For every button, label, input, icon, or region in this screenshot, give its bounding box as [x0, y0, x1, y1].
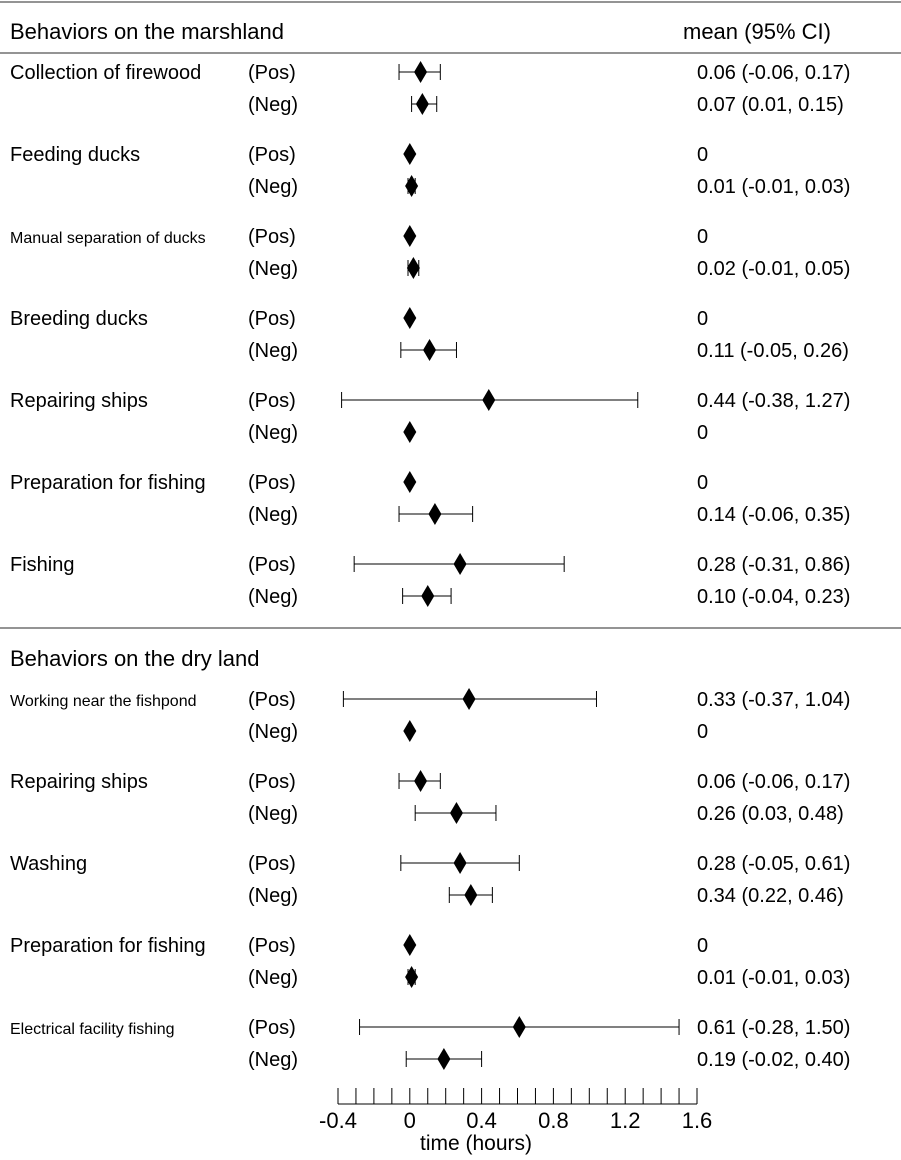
mean-marker — [403, 720, 417, 742]
behavior-label: Collection of firewood — [10, 62, 201, 84]
section-title-dry-land: Behaviors on the dry land — [10, 646, 260, 671]
group-label: (Neg) — [248, 94, 298, 116]
estimate-label: 0.44 (-0.38, 1.27) — [697, 390, 850, 412]
behavior-label: Preparation for fishing — [10, 935, 206, 957]
mean-marker — [421, 585, 435, 607]
plot-rows: Collection of firewood (Pos) 0.06 (-0.06, … — [10, 61, 850, 1071]
mean-marker — [403, 471, 417, 493]
behavior-label: Electrical facility fishing — [10, 1021, 175, 1038]
estimate-label: 0.34 (0.22, 0.46) — [697, 885, 844, 907]
tick-label: 0.8 — [538, 1108, 569, 1133]
group-label: (Pos) — [248, 853, 296, 875]
estimate-label: 0.06 (-0.06, 0.17) — [697, 771, 850, 793]
mean-marker — [453, 553, 467, 575]
group-label: (Neg) — [248, 1049, 298, 1071]
mean-marker — [403, 421, 417, 443]
x-axis-title: time (hours) — [420, 1132, 532, 1155]
section-title-marshland: Behaviors on the marshland — [10, 19, 284, 44]
group-label: (Pos) — [248, 1017, 296, 1039]
estimate-label: 0.10 (-0.04, 0.23) — [697, 586, 850, 608]
mean-marker — [423, 339, 437, 361]
estimate-label: 0 — [697, 226, 708, 248]
estimate-label: 0.33 (-0.37, 1.04) — [697, 689, 850, 711]
group-label: (Pos) — [248, 554, 296, 576]
mean-marker — [406, 257, 420, 279]
estimate-label: 0 — [697, 422, 708, 444]
behavior-label: Washing — [10, 853, 87, 875]
mean-marker — [453, 852, 467, 874]
mean-marker — [464, 884, 478, 906]
estimate-label: 0.28 (-0.05, 0.61) — [697, 853, 850, 875]
behavior-label: Breeding ducks — [10, 308, 148, 330]
mean-marker — [403, 143, 417, 165]
tick-label: 1.6 — [682, 1108, 713, 1133]
estimate-label: 0 — [697, 144, 708, 166]
mean-marker — [405, 175, 419, 197]
group-label: (Pos) — [248, 308, 296, 330]
mean-marker — [462, 688, 476, 710]
group-label: (Neg) — [248, 504, 298, 526]
estimate-label: 0.28 (-0.31, 0.86) — [697, 554, 850, 576]
group-label: (Pos) — [248, 226, 296, 248]
group-label: (Pos) — [248, 62, 296, 84]
estimate-label: 0.19 (-0.02, 0.40) — [697, 1049, 850, 1071]
mean-marker — [403, 307, 417, 329]
group-label: (Neg) — [248, 721, 298, 743]
mean-marker — [428, 503, 442, 525]
group-label: (Pos) — [248, 144, 296, 166]
behavior-label: Manual separation of ducks — [10, 230, 206, 247]
estimate-label: 0.07 (0.01, 0.15) — [697, 94, 844, 116]
group-label: (Neg) — [248, 176, 298, 198]
behavior-label: Fishing — [10, 554, 74, 576]
group-label: (Neg) — [248, 885, 298, 907]
mean-marker — [414, 770, 428, 792]
group-label: (Neg) — [248, 586, 298, 608]
group-label: (Neg) — [248, 258, 298, 280]
behavior-label: Feeding ducks — [10, 144, 140, 166]
estimate-label: 0.01 (-0.01, 0.03) — [697, 176, 850, 198]
estimate-label: 0 — [697, 935, 708, 957]
mean-marker — [512, 1016, 526, 1038]
mean-marker — [403, 225, 417, 247]
mean-marker — [415, 93, 429, 115]
tick-label: 0 — [404, 1108, 416, 1133]
estimate-label: 0.06 (-0.06, 0.17) — [697, 62, 850, 84]
mean-marker — [403, 934, 417, 956]
estimate-label: 0.11 (-0.05, 0.26) — [697, 340, 849, 362]
x-axis: -0.4 0 0.4 0.8 1.2 1.6 — [319, 1088, 712, 1133]
mean-marker — [405, 966, 419, 988]
tick-label: 1.2 — [610, 1108, 641, 1133]
group-label: (Pos) — [248, 472, 296, 494]
group-label: (Pos) — [248, 689, 296, 711]
group-label: (Neg) — [248, 967, 298, 989]
estimate-label: 0 — [697, 308, 708, 330]
mean-marker — [482, 389, 496, 411]
behavior-label: Preparation for fishing — [10, 472, 206, 494]
group-label: (Neg) — [248, 340, 298, 362]
estimate-label: 0 — [697, 721, 708, 743]
behavior-label: Repairing ships — [10, 390, 148, 412]
mean-marker — [414, 61, 428, 83]
estimate-label: 0 — [697, 472, 708, 494]
mean-marker — [437, 1048, 451, 1070]
tick-label: 0.4 — [466, 1108, 497, 1133]
group-label: (Neg) — [248, 803, 298, 825]
behavior-label: Working near the fishpond — [10, 693, 196, 710]
estimate-label: 0.01 (-0.01, 0.03) — [697, 967, 850, 989]
column-header-estimate: mean (95% CI) — [683, 19, 831, 44]
group-label: (Neg) — [248, 422, 298, 444]
group-label: (Pos) — [248, 390, 296, 412]
group-label: (Pos) — [248, 771, 296, 793]
estimate-label: 0.61 (-0.28, 1.50) — [697, 1017, 850, 1039]
estimate-label: 0.02 (-0.01, 0.05) — [697, 258, 850, 280]
estimate-label: 0.14 (-0.06, 0.35) — [697, 504, 850, 526]
estimate-label: 0.26 (0.03, 0.48) — [697, 803, 844, 825]
behavior-label: Repairing ships — [10, 771, 148, 793]
tick-label: -0.4 — [319, 1108, 357, 1133]
group-label: (Pos) — [248, 935, 296, 957]
mean-marker — [449, 802, 463, 824]
